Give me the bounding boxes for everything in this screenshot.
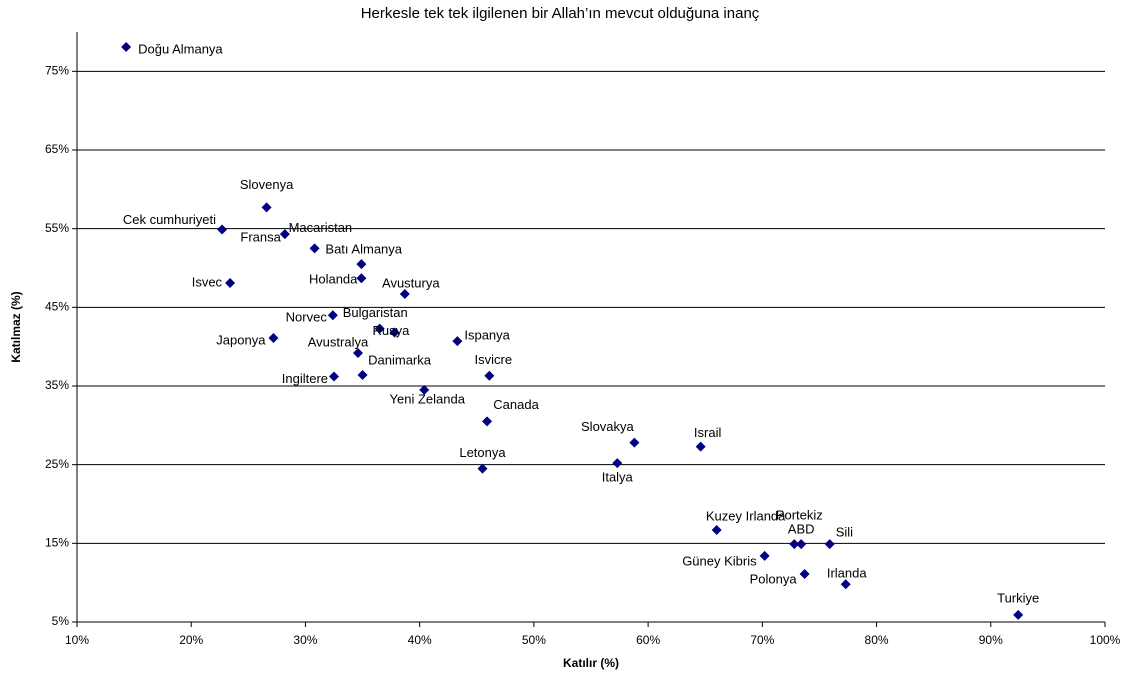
point-label: Sili [836,525,853,540]
x-tick-label: 80% [865,633,889,647]
point [327,310,338,321]
point-label: Fransa [240,230,281,245]
y-tick-label: 25% [45,457,69,471]
x-tick-label: 60% [636,633,660,647]
point [356,259,367,270]
point-label: Norvec [286,310,328,325]
point [399,288,410,299]
point-label: Italya [602,470,634,485]
point [357,369,368,380]
point-label: Slovenya [240,177,294,192]
point [261,202,272,213]
y-tick-label: 35% [45,378,69,392]
point-label: Doğu Almanya [138,41,223,56]
point [225,277,236,288]
point-label: Cek cumhuriyeti [123,212,216,227]
point-label: Turkiye [997,590,1039,605]
point [309,243,320,254]
point [419,384,430,395]
point-label: Rusya [373,323,411,338]
point [217,224,228,235]
point-label: Güney Kibris [682,553,757,568]
x-tick-label: 30% [293,633,317,647]
point [789,539,800,550]
point [279,229,290,240]
point-label: Letonya [459,445,506,460]
x-tick-label: 50% [522,633,546,647]
point-label: Isvicre [475,352,513,367]
y-tick-label: 55% [45,221,69,235]
y-axis-title: Katılmaz (%) [9,291,23,362]
point [477,463,488,474]
point [612,458,623,469]
point-label: Avustralya [308,334,369,349]
point-label: Portekiz [776,508,823,523]
point [824,539,835,550]
point-label: Bulgaristan [343,305,408,320]
point [352,347,363,358]
point-label: Japonya [216,332,266,347]
chart-title: Herkesle tek tek ilgilenen bir Allah’ın … [361,5,760,22]
point-label: Danimarka [368,352,432,367]
x-axis-title: Katılır (%) [563,656,619,670]
y-tick-label: 45% [45,300,69,314]
y-tick-label: 65% [45,142,69,156]
point [840,579,851,590]
y-tick-label: 15% [45,536,69,550]
x-tick-label: 20% [179,633,203,647]
point-label: Ingiltere [282,371,328,386]
y-tick-label: 75% [45,64,69,78]
point [389,327,400,338]
x-tick-label: 10% [65,633,89,647]
point [695,441,706,452]
x-tick-label: 100% [1090,633,1121,647]
point-label: Israil [694,425,722,440]
point [629,437,640,448]
point-label: Isvec [192,274,223,289]
point [799,569,810,580]
point [268,333,279,344]
x-tick-label: 90% [979,633,1003,647]
x-tick-label: 40% [408,633,432,647]
point-label: Polonya [750,571,798,586]
point [759,550,770,561]
point [374,323,385,334]
point [356,273,367,284]
point [452,336,463,347]
point [1013,609,1024,620]
point-label: Canada [493,397,539,412]
point-label: Batı Almanya [325,242,402,257]
point [711,524,722,535]
point-label: Avusturya [382,275,440,290]
point-label: ABD [788,522,815,537]
point [484,370,495,381]
point-label: Kuzey Irlanda [706,508,786,523]
point-label: Irlanda [827,566,868,581]
point [482,416,493,427]
x-tick-label: 70% [750,633,774,647]
point [121,41,132,52]
point-label: Macaristan [289,220,353,235]
point [796,539,807,550]
y-tick-label: 5% [52,614,70,628]
point-label: Ispanya [464,328,510,343]
point-label: Holanda [309,272,358,287]
point [329,371,339,382]
point-label: Yeni Zelanda [390,391,466,406]
point-label: Slovakya [581,419,635,434]
